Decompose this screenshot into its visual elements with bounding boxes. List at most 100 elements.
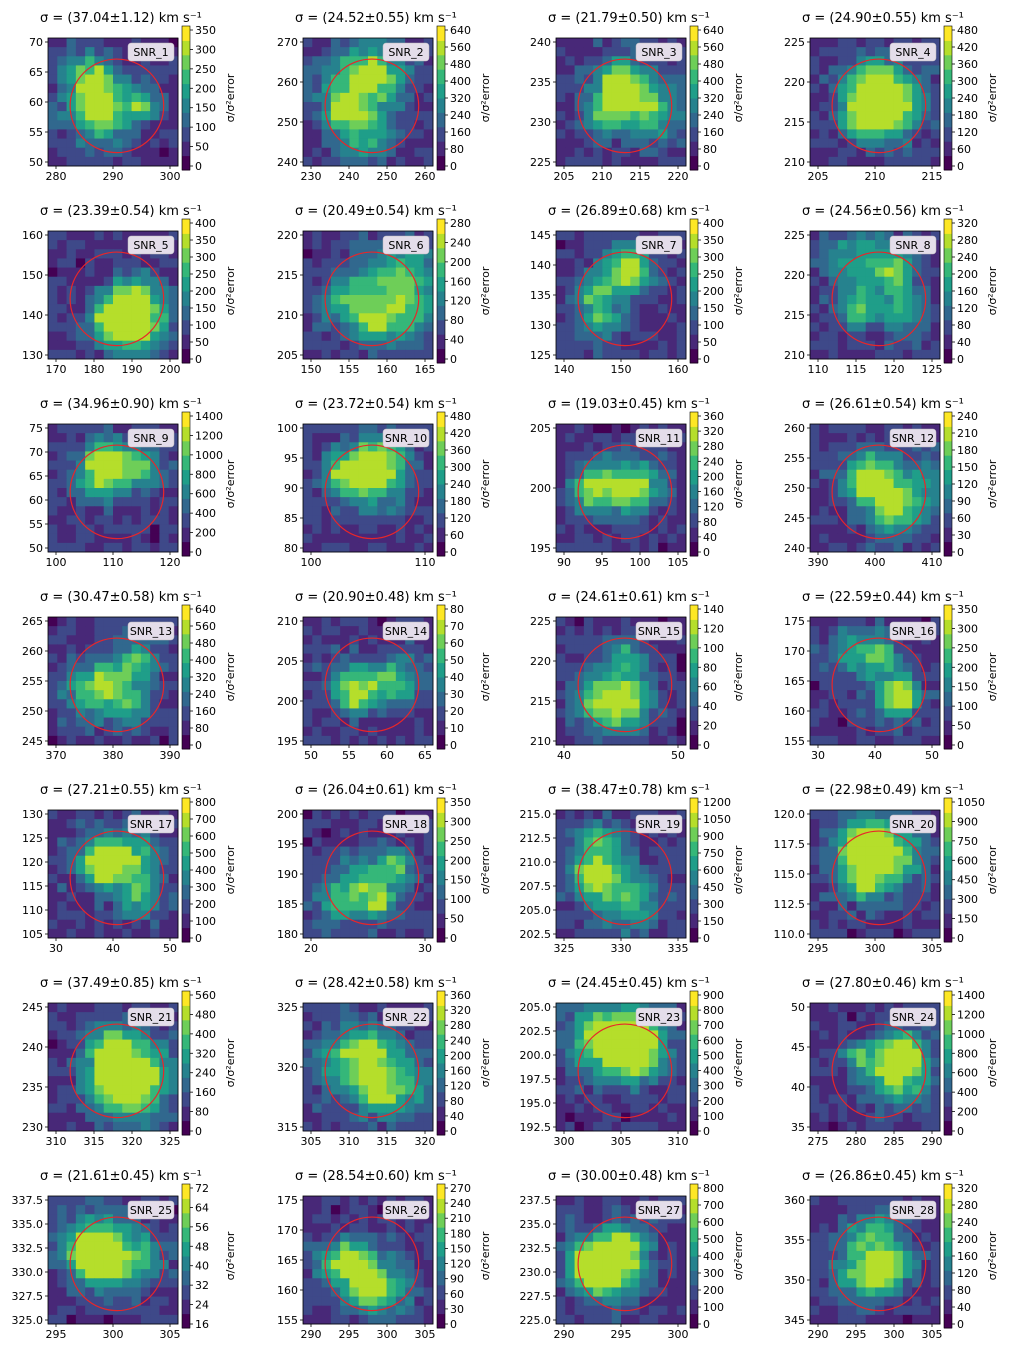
- heatmap-cell: [630, 736, 640, 746]
- colorbar-tick-label: 240: [957, 410, 978, 423]
- heatmap-cell: [602, 313, 612, 323]
- heatmap-cell: [565, 268, 575, 278]
- heatmap-cell: [875, 231, 885, 241]
- colorbar-segment: [944, 98, 952, 113]
- heatmap-cell: [57, 663, 67, 673]
- heatmap-cell: [141, 102, 151, 112]
- heatmap-cell: [67, 828, 77, 838]
- heatmap-cell: [349, 47, 359, 57]
- heatmap-cell: [884, 681, 894, 691]
- heatmap-cell: [359, 111, 369, 121]
- colorbar-segment: [690, 233, 698, 248]
- heatmap-cell: [387, 451, 397, 461]
- heatmap-cell: [104, 231, 114, 241]
- heatmap-cell: [303, 249, 313, 259]
- colorbar-segment: [182, 735, 190, 750]
- heatmap-cell: [556, 350, 566, 360]
- heatmap-cell: [621, 240, 631, 250]
- heatmap-cell: [67, 626, 77, 636]
- heatmap-cell: [847, 93, 857, 103]
- heatmap-cell: [866, 424, 876, 434]
- heatmap-cell: [405, 451, 415, 461]
- y-tick-label: 215.0: [520, 808, 552, 821]
- heatmap-cell: [141, 736, 151, 746]
- heatmap-cell: [931, 837, 941, 847]
- heatmap-cell: [303, 129, 313, 139]
- heatmap-cell: [141, 901, 151, 911]
- heatmap-cell: [856, 515, 866, 525]
- heatmap-cell: [424, 911, 434, 921]
- heatmap-cell: [810, 515, 820, 525]
- heatmap-cell: [57, 286, 67, 296]
- heatmap-cell: [829, 819, 839, 829]
- colorbar-segment: [437, 812, 445, 827]
- heatmap-cell: [405, 286, 415, 296]
- heatmap-cell: [169, 129, 179, 139]
- heatmap-cell: [141, 497, 151, 507]
- heatmap-cell: [621, 847, 631, 857]
- heatmap-cell: [48, 157, 58, 167]
- heatmap-cell: [810, 38, 820, 48]
- heatmap-cell: [359, 699, 369, 709]
- colorbar-label: σ/σ²error: [732, 266, 745, 315]
- heatmap-cell: [856, 451, 866, 461]
- heatmap-cell: [677, 901, 687, 911]
- heatmap-cell: [85, 322, 95, 332]
- heatmap-cell: [556, 617, 566, 627]
- heatmap-cell: [649, 847, 659, 857]
- heatmap-cell: [48, 874, 58, 884]
- heatmap-cell: [322, 644, 332, 654]
- heatmap-cell: [169, 644, 179, 654]
- heatmap-cell: [593, 157, 603, 167]
- heatmap-cell: [677, 883, 687, 893]
- heatmap-cell: [903, 129, 913, 139]
- heatmap-cell: [819, 75, 829, 85]
- heatmap-cell: [884, 451, 894, 461]
- heatmap-cell: [565, 920, 575, 930]
- heatmap-cell: [67, 488, 77, 498]
- heatmap-cell: [838, 736, 848, 746]
- heatmap-cell: [368, 911, 378, 921]
- colorbar-segment: [182, 305, 190, 320]
- heatmap-cell: [359, 75, 369, 85]
- heatmap-cell: [565, 148, 575, 158]
- colorbar-tick-label: 0: [450, 739, 457, 752]
- heatmap-cell: [819, 663, 829, 673]
- heatmap-cell: [621, 617, 631, 627]
- heatmap-cell: [331, 874, 341, 884]
- y-tick-label: 210: [784, 349, 805, 362]
- colorbar-segment: [690, 349, 698, 364]
- colorbar-segment: [690, 856, 698, 871]
- heatmap-cell: [931, 295, 941, 305]
- heatmap-cell: [677, 488, 687, 498]
- colorbar-tick-label: 200: [450, 854, 471, 867]
- heatmap-cell: [368, 56, 378, 66]
- heatmap-cell: [640, 304, 650, 314]
- heatmap-cell: [856, 277, 866, 287]
- heatmap-cell: [875, 268, 885, 278]
- heatmap-cell: [312, 240, 322, 250]
- heatmap-cell: [912, 350, 922, 360]
- heatmap-cell: [894, 258, 904, 268]
- colorbar-segment: [437, 663, 445, 678]
- heatmap-cell: [912, 672, 922, 682]
- heatmap-cell: [368, 277, 378, 287]
- heatmap-cell: [612, 506, 622, 516]
- heatmap-cell: [312, 75, 322, 85]
- heatmap-cell: [312, 654, 322, 664]
- heatmap-cell: [640, 736, 650, 746]
- heatmap-cell: [132, 84, 142, 94]
- heatmap-cell: [76, 856, 86, 866]
- heatmap-cell: [122, 139, 132, 149]
- heatmap-cell: [387, 313, 397, 323]
- heatmap-cell: [658, 920, 668, 930]
- heatmap-cell: [113, 837, 123, 847]
- heatmap-cell: [866, 139, 876, 149]
- heatmap-cell: [602, 84, 612, 94]
- heatmap-cell: [875, 672, 885, 682]
- heatmap-cell: [331, 93, 341, 103]
- heatmap-cell: [57, 543, 67, 553]
- heatmap-cell: [331, 534, 341, 544]
